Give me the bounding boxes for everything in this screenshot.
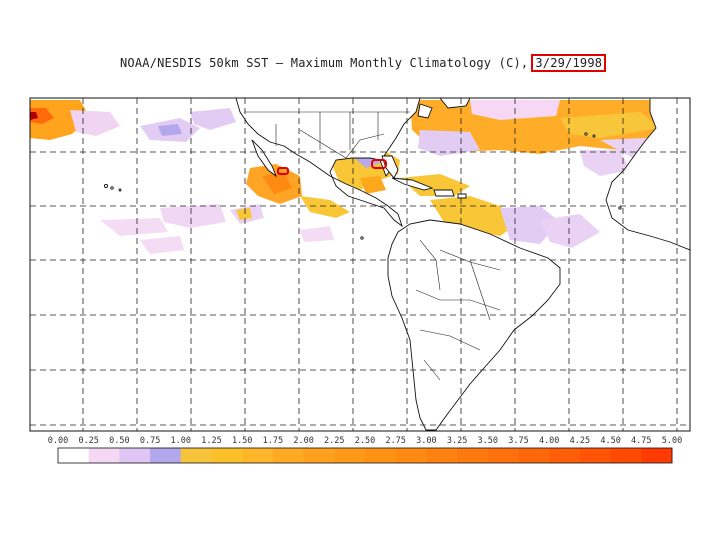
colorbar-swatch [119, 448, 151, 463]
colorbar-swatch [88, 448, 120, 463]
africa-europe [605, 98, 690, 251]
colorbar-tick-label: 0.75 [139, 436, 161, 446]
colorbar-swatch [58, 448, 90, 463]
colorbar-swatch [426, 448, 458, 463]
colorbar-tick-label: 2.25 [324, 436, 345, 446]
colorbar-tick-label: 3.25 [446, 436, 468, 446]
colorbar-tick-label: 3.75 [508, 436, 529, 446]
colorbar-tick-labels: 0.00 0.25 0.50 0.75 1.00 1.25 1.50 1.75 2.00 2.25… [48, 436, 688, 448]
colorbar-tick-label: 2.00 [293, 436, 314, 446]
colorbar-tick-label: 4.50 [600, 436, 621, 446]
title-date-highlight: 3/29/1998 [531, 54, 607, 72]
colorbar-tick-label: 1.50 [231, 436, 253, 446]
colorbar-tick-label: 4.25 [569, 436, 591, 446]
colorbar-swatch [334, 448, 366, 463]
map-frame [29, 97, 691, 432]
colorbar-tick-label: 0.00 [47, 436, 69, 446]
colorbar-tick-label: 2.75 [385, 436, 406, 446]
colorbar-swatch [303, 448, 335, 463]
colorbar [58, 448, 673, 463]
colorbar-swatch [610, 448, 642, 463]
colorbar-tick-label: 1.00 [170, 436, 192, 446]
colorbar-swatch [641, 448, 673, 463]
colorbar-swatch [487, 448, 519, 463]
colorbar-frame [57, 447, 673, 464]
north-america [235, 98, 421, 228]
colorbar-swatch [242, 448, 274, 463]
colorbar-tick-label: 3.00 [416, 436, 437, 446]
colorbar-tick-label: 3.50 [477, 436, 499, 446]
colorbar-swatch [211, 448, 243, 463]
colorbar-swatch [579, 448, 612, 463]
colorbar-swatch [180, 448, 212, 463]
colorbar-swatch [518, 448, 550, 463]
colorbar-tick-label: 5.00 [661, 436, 683, 446]
political-borders [244, 111, 501, 381]
colorbar-swatch [272, 448, 305, 463]
south-america [387, 219, 561, 431]
colorbar-tick-label: 2.50 [354, 436, 376, 446]
title-main: NOAA/NESDIS 50km SST – Maximum Monthly C… [120, 56, 529, 70]
highlight-markers [277, 159, 387, 175]
colorbar-tick-label: 1.75 [262, 436, 284, 446]
colorbar-swatch [365, 448, 397, 463]
colorbar-tick-label: 0.50 [109, 436, 130, 446]
colorbar-tick-label: 4.00 [538, 436, 560, 446]
graticule [30, 98, 690, 431]
highlight-gulf-marker [371, 159, 387, 169]
highlight-pacific-marker [277, 167, 289, 175]
figure-title: NOAA/NESDIS 50km SST – Maximum Monthly C… [120, 53, 607, 73]
colorbar-tick-label: 1.25 [201, 436, 222, 446]
colorbar-swatch [395, 448, 427, 463]
colorbar-swatch [457, 448, 489, 463]
colorbar-tick-label: 0.25 [78, 436, 99, 446]
colorbar-swatch [549, 448, 581, 463]
colorbar-tick-label: 4.75 [631, 436, 652, 446]
colorbar-swatch [150, 448, 182, 463]
coastlines [103, 98, 690, 431]
